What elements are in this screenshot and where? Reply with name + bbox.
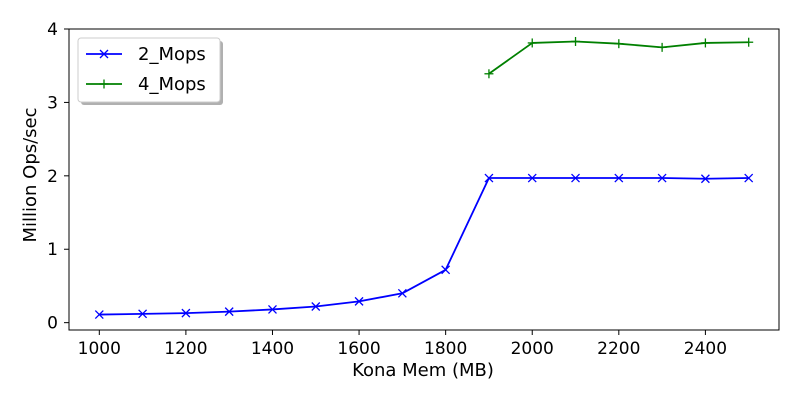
legend-marker-4_Mops xyxy=(99,79,109,89)
data-point-2_Mops xyxy=(744,173,754,183)
plot-marks xyxy=(94,36,754,320)
y-tick-label: 2 xyxy=(47,167,58,187)
legend: 2_Mops 4_Mops xyxy=(77,37,223,105)
y-tick-label: 4 xyxy=(47,20,58,40)
marker-stroke xyxy=(441,265,451,275)
data-point-2_Mops xyxy=(657,173,667,183)
data-point-2_Mops xyxy=(571,173,580,183)
x-tick-label: 1000 xyxy=(78,339,121,359)
data-point-2_Mops xyxy=(441,265,451,275)
x-tick-label: 1600 xyxy=(337,339,380,359)
marker-stroke xyxy=(268,304,277,314)
x-tick-label: 1400 xyxy=(251,339,294,359)
marker-stroke xyxy=(138,309,148,319)
marker-stroke xyxy=(311,302,321,311)
data-point-2_Mops xyxy=(527,173,537,183)
marker-stroke xyxy=(527,173,537,183)
marker-stroke xyxy=(397,288,407,298)
x-tick-label: 1800 xyxy=(424,339,467,359)
data-point-2_Mops xyxy=(224,307,234,317)
marker-stroke xyxy=(744,173,754,183)
data-point-2_Mops xyxy=(181,308,191,318)
y-tick-label: 1 xyxy=(47,240,58,260)
data-point-4_Mops xyxy=(484,69,494,79)
marker-stroke xyxy=(99,49,109,59)
data-point-2_Mops xyxy=(354,296,364,306)
data-point-2_Mops xyxy=(484,173,494,183)
marker-stroke xyxy=(484,173,494,183)
marker-stroke xyxy=(94,310,104,320)
marker-stroke xyxy=(224,307,234,317)
x-tick-label: 2000 xyxy=(511,339,554,359)
plot-area-border xyxy=(68,28,780,331)
plot-frame xyxy=(68,28,780,331)
axis-labels: Kona Mem (MB) Million Ops/sec xyxy=(20,107,494,381)
marker-stroke xyxy=(354,296,364,306)
data-point-2_Mops xyxy=(138,309,148,319)
marker-stroke xyxy=(571,173,580,183)
data-point-2_Mops xyxy=(268,304,277,314)
data-point-4_Mops xyxy=(700,38,710,48)
data-point-4_Mops xyxy=(744,37,754,47)
series-line-2_Mops xyxy=(99,177,749,316)
y-tick-label: 0 xyxy=(47,314,58,334)
legend-marker-2_Mops xyxy=(99,49,109,59)
marker-stroke xyxy=(181,308,191,318)
data-point-4_Mops xyxy=(527,38,537,48)
marker-stroke xyxy=(700,174,710,184)
y-axis-title: Million Ops/sec xyxy=(20,107,41,242)
data-point-2_Mops xyxy=(311,302,321,311)
legend-label: 2_Mops xyxy=(138,44,206,65)
x-tick-label: 2400 xyxy=(684,339,727,359)
marker-stroke xyxy=(614,173,624,183)
x-tick-label: 2200 xyxy=(597,339,640,359)
x-tick-label: 1200 xyxy=(164,339,207,359)
data-point-2_Mops xyxy=(397,288,407,298)
x-axis-title: Kona Mem (MB) xyxy=(352,360,494,381)
y-tick-label: 3 xyxy=(47,93,58,113)
data-point-4_Mops xyxy=(571,36,581,46)
data-point-2_Mops xyxy=(94,310,104,320)
data-point-2_Mops xyxy=(700,174,710,184)
marker-stroke xyxy=(657,173,667,183)
legend-label: 4_Mops xyxy=(138,74,206,95)
data-point-2_Mops xyxy=(614,173,624,183)
axis-ticks: 1000 1200 1400 1600 1800 2000 2200 2400 0 1 2 3 4 xyxy=(47,20,727,359)
data-point-4_Mops xyxy=(614,39,624,49)
data-point-4_Mops xyxy=(657,42,667,52)
